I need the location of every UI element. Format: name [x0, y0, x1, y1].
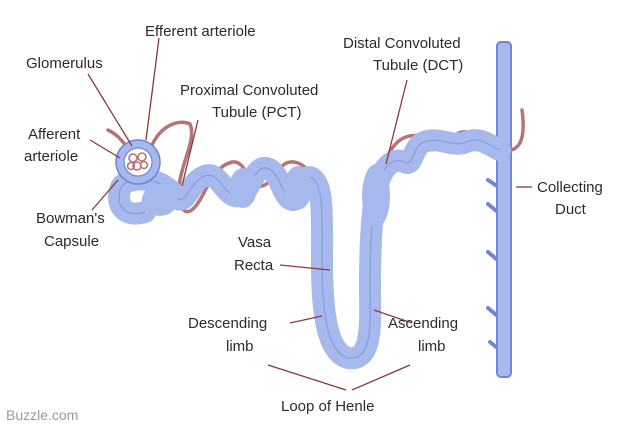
labels: Efferent arteriole Glomerulus Afferent a…: [6, 23, 603, 423]
label-descending-limb-line1: Descending: [188, 315, 267, 332]
label-glomerulus: Glomerulus: [26, 55, 103, 72]
label-ascending-limb-line2: limb: [418, 338, 446, 355]
label-collecting-duct-line2: Duct: [555, 201, 587, 218]
label-afferent-arteriole-line2: arteriole: [24, 148, 78, 165]
label-dct-line2: Tubule (DCT): [373, 57, 463, 74]
label-bowmans-capsule-line1: Bowman's: [36, 210, 105, 227]
label-loop-of-henle: Loop of Henle: [281, 398, 374, 415]
collecting-duct: [486, 41, 512, 378]
watermark: Buzzle.com: [6, 407, 78, 423]
tubule-edge: [118, 139, 501, 359]
leader-lines: [87, 37, 532, 391]
label-pct-line1: Proximal Convoluted: [180, 82, 318, 99]
label-efferent-arteriole: Efferent arteriole: [145, 23, 256, 40]
label-descending-limb-line2: limb: [226, 338, 254, 355]
label-dct-line1: Distal Convoluted: [343, 35, 461, 52]
label-ascending-limb-line1: Ascending: [388, 315, 458, 332]
renal-tubule: [108, 129, 511, 370]
label-afferent-arteriole-line1: Afferent: [28, 126, 81, 143]
label-bowmans-capsule-line2: Capsule: [44, 233, 99, 250]
label-pct-line2: Tubule (PCT): [212, 104, 301, 121]
label-collecting-duct-line1: Collecting: [537, 179, 603, 196]
label-vasa-recta-line1: Vasa: [238, 234, 272, 251]
label-vasa-recta-line2: Recta: [234, 257, 274, 274]
glomerulus: [126, 152, 149, 171]
